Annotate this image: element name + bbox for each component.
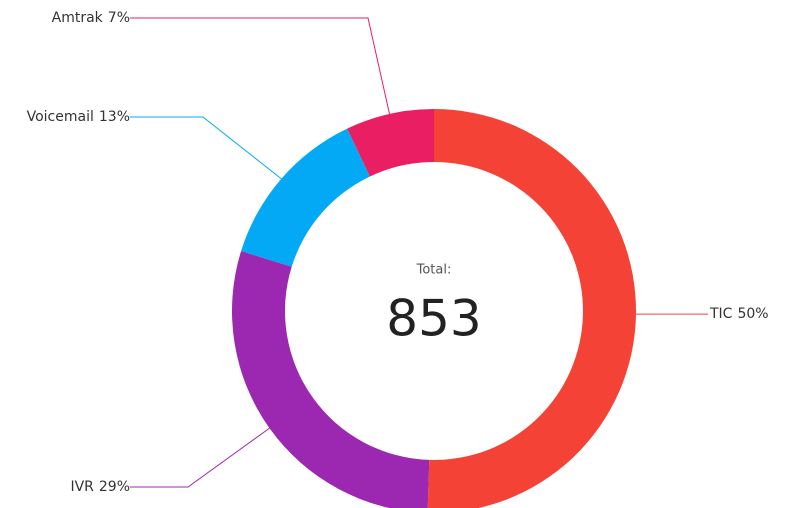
leader-line [130,17,391,117]
slice-percent: 29% [99,479,130,495]
slice-name: TIC [709,306,733,322]
slice-label: IVR 29% [70,479,130,495]
slice-name: Voicemail [27,109,94,125]
donut-slice [241,128,370,267]
slice-name: IVR [70,479,94,495]
donut-slice [427,109,636,508]
slice-label: TIC 50% [709,306,769,322]
center-total: 853 [386,290,481,348]
donut-slice [347,109,434,177]
leader-line [130,116,284,181]
center-label: Total: [416,263,452,278]
slice-percent: 50% [737,306,768,322]
donut-slice [232,251,430,508]
leader-line [130,426,272,488]
slice-label: Voicemail 13% [27,109,130,125]
slice-percent: 13% [99,109,130,125]
slice-percent: 7% [108,10,130,26]
slice-name: Amtrak [52,10,104,26]
slice-label: Amtrak 7% [52,10,130,26]
